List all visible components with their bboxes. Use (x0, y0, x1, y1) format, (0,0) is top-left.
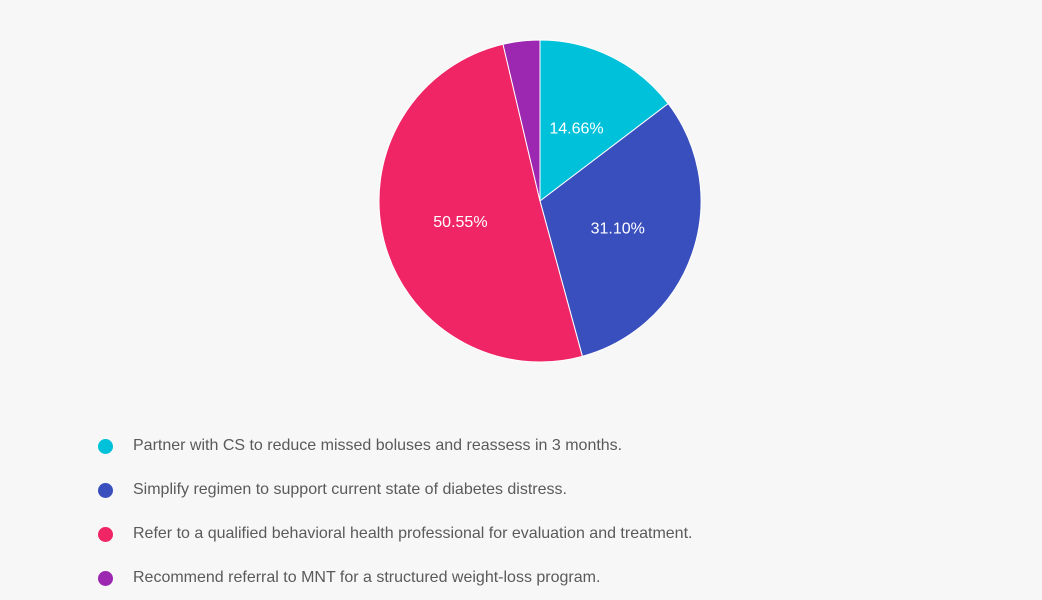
legend-dot-icon (98, 526, 113, 542)
legend-item[interactable]: Recommend referral to MNT for a structur… (96, 556, 692, 600)
legend-label: Partner with CS to reduce missed boluses… (133, 437, 623, 454)
legend-item[interactable]: Refer to a qualified behavioral health p… (96, 512, 692, 556)
pie-slice[interactable] (539, 102, 702, 357)
slice-data-label: 14.66% (549, 120, 603, 137)
legend-label: Simplify regimen to support current stat… (133, 481, 567, 498)
legend-dot-icon (98, 570, 113, 586)
legend-dot-icon (98, 438, 113, 454)
pie-slice[interactable] (378, 43, 584, 363)
pie-slice[interactable] (539, 39, 669, 203)
slice-data-label: 31.10% (591, 220, 645, 237)
slice-data-label: 50.55% (433, 214, 487, 231)
legend-label: Refer to a qualified behavioral health p… (133, 525, 693, 542)
legend-item[interactable]: Partner with CS to reduce missed boluses… (96, 424, 692, 468)
pie-chart: 14.66% 31.10% 50.55% (378, 39, 702, 363)
legend-label: Recommend referral to MNT for a structur… (133, 569, 601, 586)
pie-slice[interactable] (502, 39, 541, 202)
legend-dot-icon (98, 482, 113, 498)
legend: Partner with CS to reduce missed boluses… (96, 424, 692, 600)
legend-item[interactable]: Simplify regimen to support current stat… (96, 468, 692, 512)
